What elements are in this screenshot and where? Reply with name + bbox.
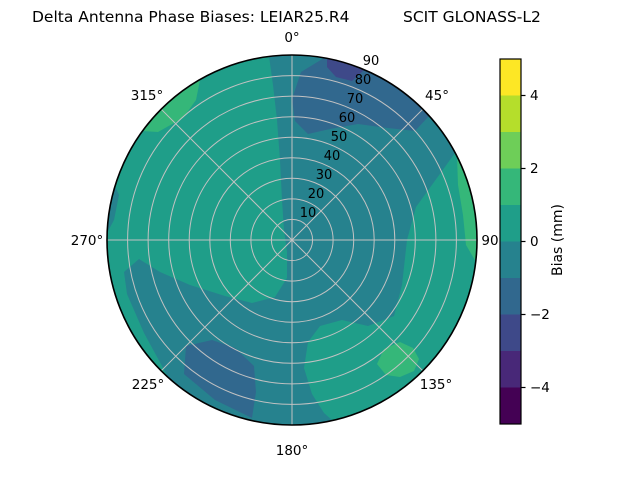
radial-label-20: 20 [308, 187, 325, 202]
colorbar-segment [500, 314, 521, 351]
angle-label-45: 45° [425, 88, 449, 104]
radial-label-40: 40 [324, 149, 341, 164]
contour-region-nw-high [142, 80, 200, 132]
polar-grid [107, 55, 477, 425]
angle-label-225: 225° [132, 377, 165, 393]
colorbar-tick-0: 0 [530, 234, 539, 250]
contour-region-east-crescent [457, 156, 477, 262]
contour-region-se-high [377, 342, 419, 377]
angle-label-180: 180° [276, 443, 309, 459]
colorbar-tick-2: 2 [530, 161, 539, 177]
contour-region-sw-trough [184, 340, 256, 418]
colorbar-segment [500, 95, 521, 132]
radial-label-10: 10 [300, 206, 317, 221]
colorbar-segment [500, 205, 521, 242]
colorbar-segment [500, 59, 521, 96]
radial-label-30: 30 [316, 168, 333, 183]
colorbar-tick-m4: −4 [530, 380, 550, 396]
colorbar-tick-4: 4 [530, 88, 539, 104]
contour-region-ne-trough [292, 58, 429, 134]
radial-label-90: 90 [363, 54, 380, 69]
colorbar-segment [500, 387, 521, 424]
radial-label-60: 60 [339, 111, 356, 126]
polar-axes-boundary [106, 54, 478, 426]
colorbar-tick-m2: −2 [530, 307, 550, 323]
radial-label-70: 70 [347, 92, 364, 107]
angle-label-315: 315° [131, 88, 164, 104]
angle-label-270: 270° [71, 233, 104, 249]
radial-label-80: 80 [355, 73, 372, 88]
colorbar: 4 2 0 −2 −4 Bias (mm) [499, 58, 566, 425]
colorbar-segment [500, 132, 521, 169]
chart-title-right: SCIT GLONASS-L2 [403, 8, 541, 26]
colorbar-segment [500, 278, 521, 315]
colorbar-segment [500, 168, 521, 205]
chart-title-left: Delta Antenna Phase Biases: LEIAR25.R4 [32, 8, 350, 26]
angle-label-135: 135° [420, 377, 453, 393]
radial-label-50: 50 [331, 130, 348, 145]
contour-region-west-sliver [107, 186, 119, 233]
colorbar-axis-label: Bias (mm) [550, 204, 566, 276]
angle-label-90: 90 [481, 233, 498, 249]
colorbar-segment [500, 241, 521, 278]
colorbar-segment [500, 351, 521, 388]
angle-label-0: 0° [284, 30, 299, 46]
contour-region-ne-minimum [327, 58, 364, 81]
